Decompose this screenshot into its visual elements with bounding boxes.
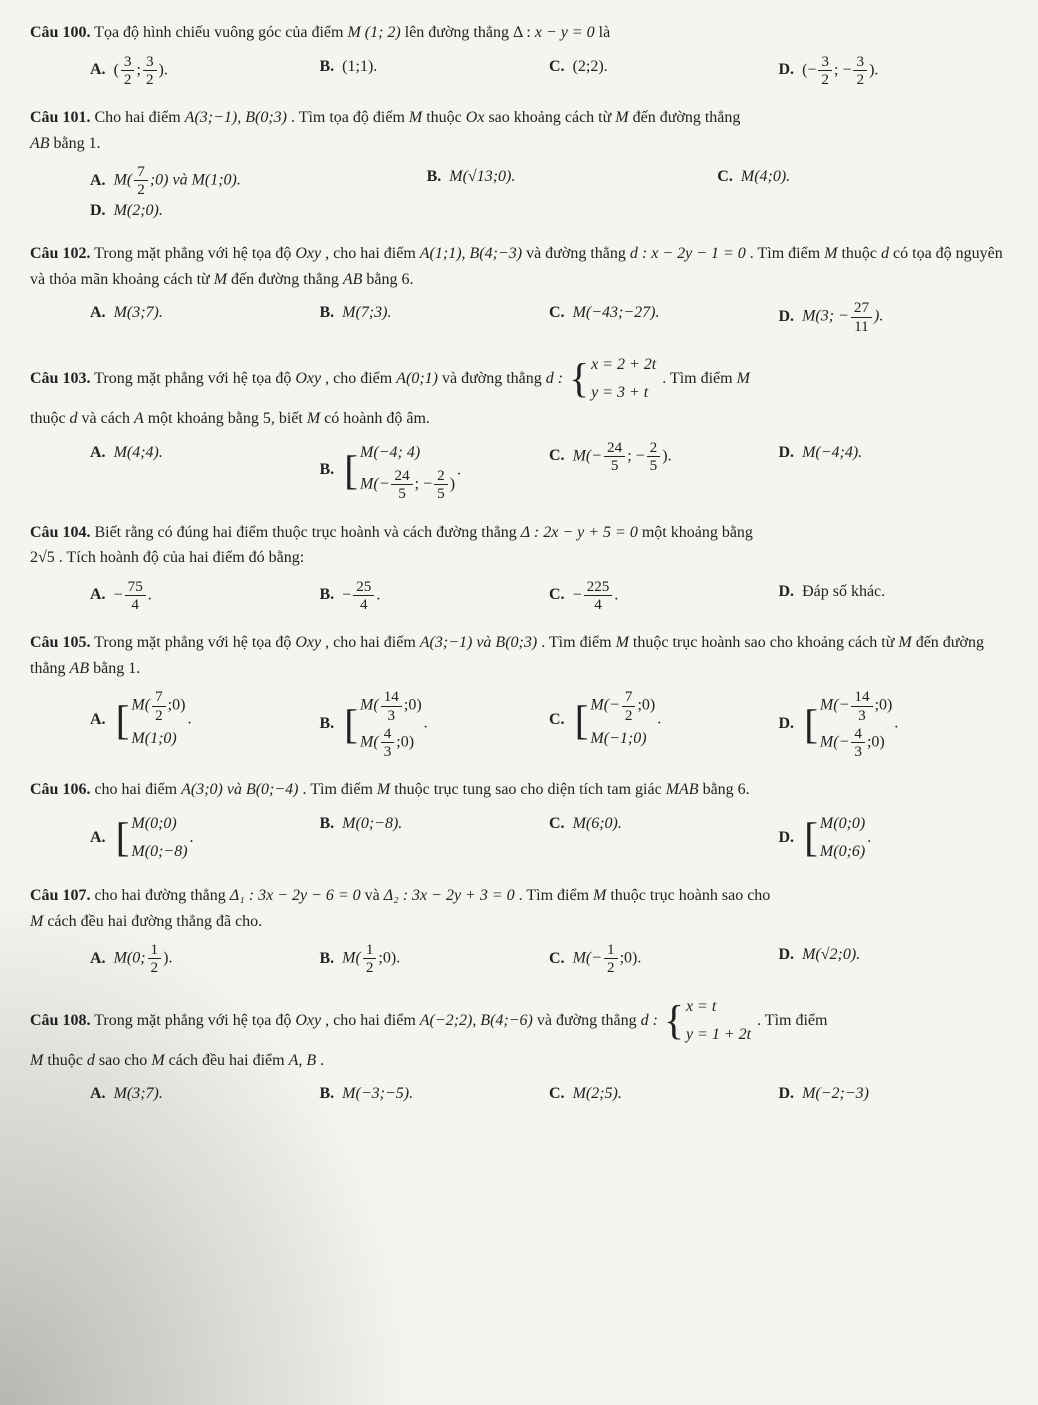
q104-opt-a[interactable]: A. −754. — [90, 579, 320, 612]
q100-eq: x − y = 0 — [535, 24, 595, 41]
q100-options: A. (32;32). B. (1;1). C. (2;2). D. (−32;… — [30, 54, 1008, 87]
q106-opt-b[interactable]: B. M(0;−8). — [320, 811, 550, 865]
q103-stem: Câu 103. Trong mặt phẳng với hệ tọa độ O… — [30, 352, 1008, 432]
q104-stem: Câu 104. Biết rằng có đúng hai điểm thuộ… — [30, 520, 1008, 571]
q103-opt-b[interactable]: B. [ M(−4; 4) M(−245; −25) . — [320, 440, 550, 502]
question-105: Câu 105. Trong mặt phẳng với hệ tọa độ O… — [30, 630, 1008, 759]
q105-options: A. [ M(72;0) M(1;0) . B. [ M(143;0) M(43… — [30, 689, 1008, 759]
question-103: Câu 103. Trong mặt phẳng với hệ tọa độ O… — [30, 352, 1008, 502]
q108-options: A. M(3;7). B. M(−3;−5). C. M(2;5). D. M(… — [30, 1081, 1008, 1107]
q101-opt-c[interactable]: C. M(4;0). — [717, 164, 1008, 197]
q104-opt-b[interactable]: B. −254. — [320, 579, 550, 612]
q108-stem: Câu 108. Trong mặt phẳng với hệ tọa độ O… — [30, 994, 1008, 1074]
q106-opt-a[interactable]: A. [ M(0;0) M(0;−8) . — [90, 811, 320, 865]
q105-opt-a[interactable]: A. [ M(72;0) M(1;0) . — [90, 689, 320, 759]
q100-text-2: lên đường thẳng Δ : — [405, 24, 535, 41]
q108-opt-d[interactable]: D. M(−2;−3) — [779, 1081, 1009, 1107]
q100-opt-b[interactable]: B. (1;1). — [320, 54, 550, 87]
question-107: Câu 107. cho hai đường thẳng Δ₁ : 3x − 2… — [30, 883, 1008, 976]
q101-stem: Câu 101. Cho hai điểm A(3;−1), B(0;3) . … — [30, 105, 1008, 156]
q101-options: A. M(72;0) và M(1;0). B. M(√13;0). C. M(… — [30, 164, 1008, 223]
q102-opt-b[interactable]: B. M(7;3). — [320, 300, 550, 333]
question-102: Câu 102. Trong mặt phẳng với hệ tọa độ O… — [30, 241, 1008, 334]
q102-options: A. M(3;7). B. M(7;3). C. M(−43;−27). D. … — [30, 300, 1008, 333]
q104-opt-c[interactable]: C. −2254. — [549, 579, 779, 612]
q100-point: M (1; 2) — [347, 24, 400, 41]
q103-options: A. M(4;4). B. [ M(−4; 4) M(−245; −25) . … — [30, 440, 1008, 502]
q106-opt-c[interactable]: C. M(6;0). — [549, 811, 779, 865]
q108-opt-b[interactable]: B. M(−3;−5). — [320, 1081, 550, 1107]
q104-options: A. −754. B. −254. C. −2254. D. Đáp số kh… — [30, 579, 1008, 612]
system-brace: { x = 2 + 2t y = 3 + t — [569, 352, 656, 406]
q105-opt-b[interactable]: B. [ M(143;0) M(43;0) . — [320, 689, 550, 759]
q105-opt-c[interactable]: C. [ M(−72;0) M(−1;0) . — [549, 689, 779, 759]
q106-opt-d[interactable]: D. [ M(0;0) M(0;6) . — [779, 811, 1009, 865]
q103-opt-a[interactable]: A. M(4;4). — [90, 440, 320, 502]
question-106: Câu 106. cho hai điểm A(3;0) và B(0;−4) … — [30, 777, 1008, 865]
q102-stem: Câu 102. Trong mặt phẳng với hệ tọa độ O… — [30, 241, 1008, 292]
q103-opt-d[interactable]: D. M(−4;4). — [779, 440, 1009, 502]
question-101: Câu 101. Cho hai điểm A(3;−1), B(0;3) . … — [30, 105, 1008, 223]
question-108: Câu 108. Trong mặt phẳng với hệ tọa độ O… — [30, 994, 1008, 1107]
q107-opt-c[interactable]: C. M(−12;0). — [549, 942, 779, 975]
q101-opt-b[interactable]: B. M(√13;0). — [427, 164, 718, 197]
q102-opt-c[interactable]: C. M(−43;−27). — [549, 300, 779, 333]
q107-opt-a[interactable]: A. M(0;12). — [90, 942, 320, 975]
q100-text-3: là — [599, 24, 611, 41]
q103-opt-c[interactable]: C. M(−245; −25). — [549, 440, 779, 502]
q100-label: Câu 100. — [30, 24, 90, 41]
q102-opt-d[interactable]: D. M(3; −2711). — [779, 300, 1009, 333]
q100-stem: Câu 100. Tọa độ hình chiếu vuông góc của… — [30, 20, 1008, 46]
q107-stem: Câu 107. cho hai đường thẳng Δ₁ : 3x − 2… — [30, 883, 1008, 934]
q107-opt-d[interactable]: D. M(√2;0). — [779, 942, 1009, 975]
q105-opt-d[interactable]: D. [ M(−143;0) M(−43;0) . — [779, 689, 1009, 759]
q100-opt-a[interactable]: A. (32;32). — [90, 54, 320, 87]
fraction: 32 — [121, 54, 135, 87]
question-100: Câu 100. Tọa độ hình chiếu vuông góc của… — [30, 20, 1008, 87]
q108-opt-c[interactable]: C. M(2;5). — [549, 1081, 779, 1107]
q100-opt-d[interactable]: D. (−32; −32). — [779, 54, 1009, 87]
q100-text-1: Tọa độ hình chiếu vuông góc của điểm — [94, 24, 347, 41]
q107-opt-b[interactable]: B. M(12;0). — [320, 942, 550, 975]
q106-options: A. [ M(0;0) M(0;−8) . B. M(0;−8). C. M(6… — [30, 811, 1008, 865]
q107-options: A. M(0;12). B. M(12;0). C. M(−12;0). D. … — [30, 942, 1008, 975]
q108-opt-a[interactable]: A. M(3;7). — [90, 1081, 320, 1107]
q102-opt-a[interactable]: A. M(3;7). — [90, 300, 320, 333]
q105-stem: Câu 105. Trong mặt phẳng với hệ tọa độ O… — [30, 630, 1008, 681]
q100-opt-c[interactable]: C. (2;2). — [549, 54, 779, 87]
q104-opt-d[interactable]: D. Đáp số khác. — [779, 579, 1009, 612]
q106-stem: Câu 106. cho hai điểm A(3;0) và B(0;−4) … — [30, 777, 1008, 803]
question-104: Câu 104. Biết rằng có đúng hai điểm thuộ… — [30, 520, 1008, 613]
q101-opt-a[interactable]: A. M(72;0) và M(1;0). — [90, 164, 427, 197]
q101-opt-d[interactable]: D. M(2;0). — [90, 198, 1008, 224]
